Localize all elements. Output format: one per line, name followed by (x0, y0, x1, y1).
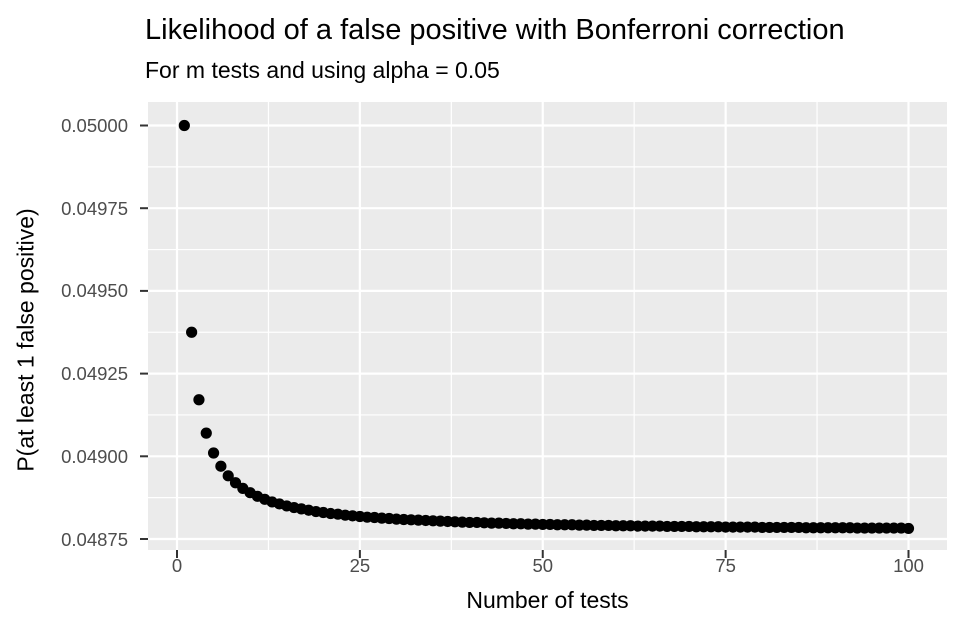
x-axis-title: Number of tests (466, 587, 629, 613)
data-point (222, 470, 234, 482)
data-point (902, 522, 915, 535)
data-point (207, 447, 220, 459)
y-tick-label: 0.04975 (61, 197, 128, 219)
x-tick-label: 0 (171, 555, 183, 576)
y-tick-label: 0.05000 (61, 115, 128, 136)
data-point (186, 326, 198, 338)
x-tick-label: 25 (349, 555, 371, 576)
x-tick-label: 50 (532, 555, 554, 576)
plot-subtitle: For m tests and using alpha = 0.05 (145, 57, 500, 83)
y-tick-label: 0.04950 (61, 280, 128, 302)
plot-title: Likelihood of a false positive with Bonf… (145, 14, 845, 46)
data-point (215, 460, 227, 472)
data-point (200, 427, 212, 439)
y-axis-title: P(at least 1 false positive) (12, 208, 39, 472)
x-tick-label: 100 (893, 555, 924, 576)
plot-panel (148, 102, 947, 550)
x-tick-label: 75 (715, 555, 736, 576)
y-tick-label: 0.04875 (61, 528, 128, 550)
y-tick-label: 0.04925 (61, 363, 128, 385)
data-point (178, 119, 190, 132)
y-tick-label: 0.04900 (61, 445, 128, 467)
data-point (193, 394, 205, 406)
